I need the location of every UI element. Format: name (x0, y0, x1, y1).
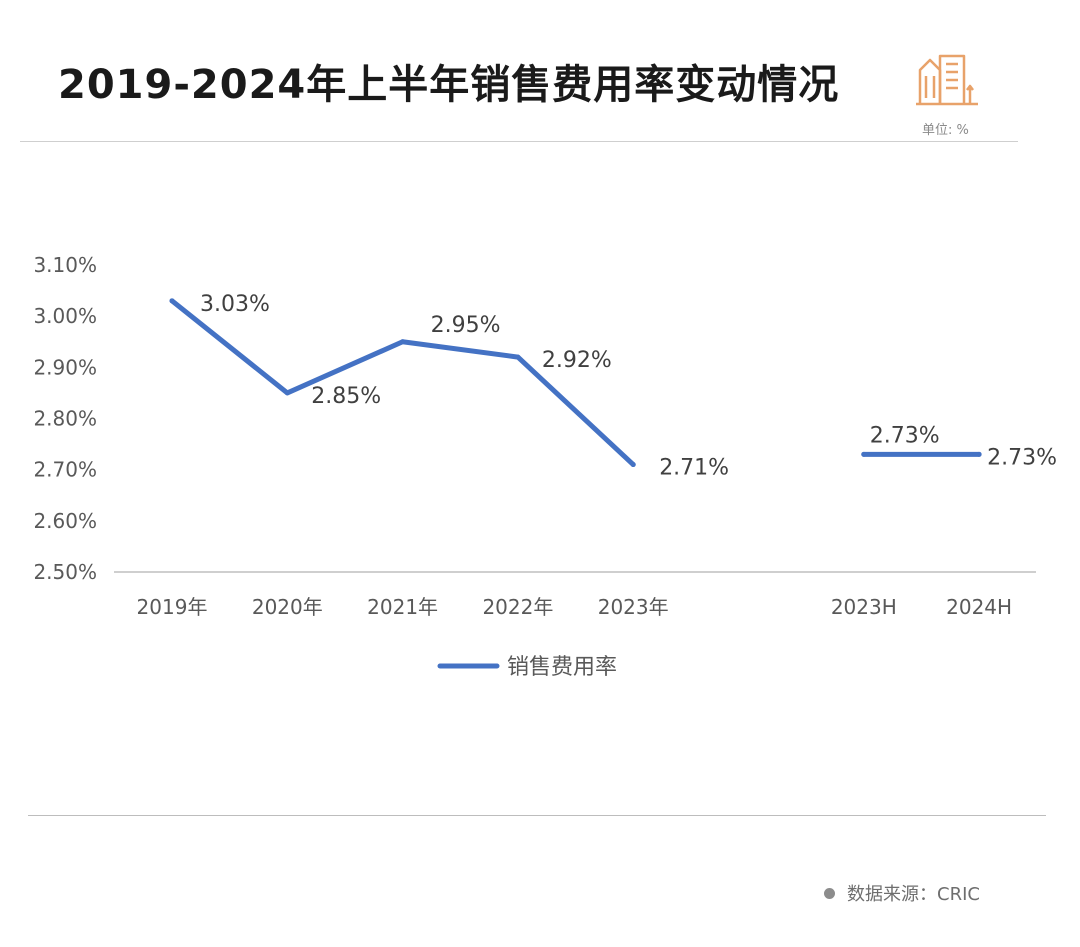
data-label: 2.73% (987, 445, 1057, 470)
source-text: 数据来源：CRIC (847, 884, 980, 905)
data-point (630, 462, 636, 468)
x-tick-label: 2022年 (482, 595, 553, 619)
source-note: 数据来源：CRIC (824, 880, 980, 906)
x-tick-label: 2024H (946, 595, 1012, 619)
y-tick-label: 2.50% (33, 560, 97, 584)
data-point (515, 354, 521, 360)
building-icon (916, 54, 978, 106)
top-divider (20, 141, 1018, 142)
y-tick-label: 2.60% (33, 509, 97, 533)
data-point (861, 451, 867, 457)
data-point (976, 451, 982, 457)
data-label: 2.95% (431, 313, 501, 338)
x-tick-label: 2021年 (367, 595, 438, 619)
data-point (169, 298, 175, 304)
y-tick-label: 2.90% (33, 355, 97, 379)
unit-label: 单位: % (922, 123, 969, 138)
y-tick-label: 3.10% (33, 253, 97, 277)
y-tick-label: 3.00% (33, 304, 97, 328)
data-label: 2.73% (870, 423, 940, 448)
data-label: 2.92% (542, 348, 612, 373)
chart-title: 2019-2024年上半年销售费用率变动情况 (58, 62, 840, 108)
y-tick-label: 2.80% (33, 407, 97, 431)
x-tick-label: 2023年 (598, 595, 669, 619)
x-tick-label: 2019年 (137, 595, 208, 619)
data-label: 3.03% (200, 292, 270, 317)
y-tick-label: 2.70% (33, 458, 97, 482)
legend-label: 销售费用率 (507, 655, 617, 680)
data-point (284, 390, 290, 396)
bullet-icon (824, 887, 835, 899)
bottom-divider (28, 815, 1046, 816)
series-line-segment (169, 298, 636, 468)
data-label: 2.85% (311, 384, 381, 409)
x-tick-label: 2020年 (252, 595, 323, 619)
data-point (400, 339, 406, 345)
data-label: 2.71% (659, 456, 729, 481)
x-tick-label: 2023H (831, 595, 897, 619)
